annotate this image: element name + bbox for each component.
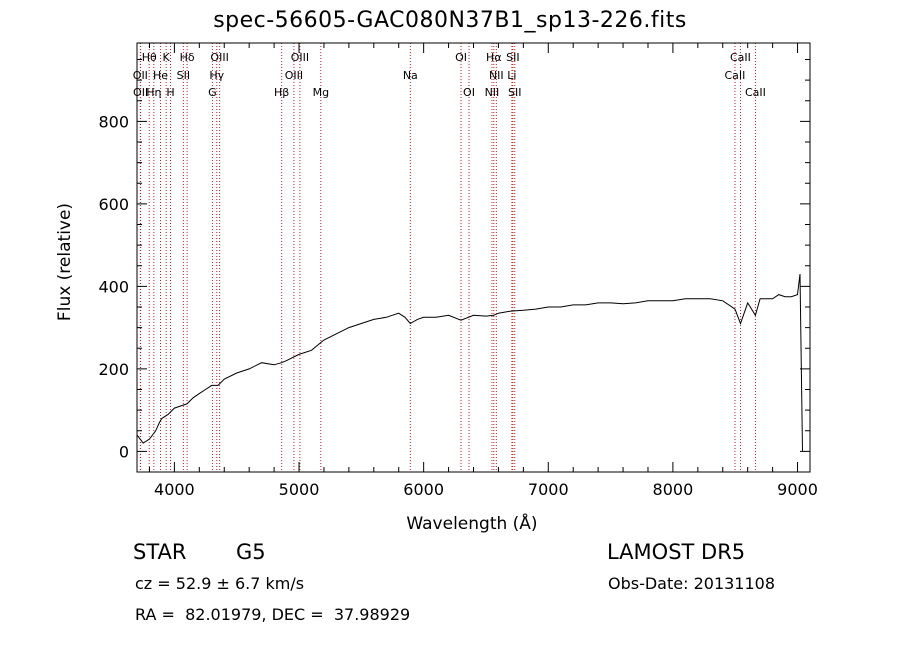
y-tick-label-2: 400	[98, 277, 129, 296]
line-label-21: NII	[489, 69, 504, 82]
survey-name: LAMOST DR5	[607, 540, 746, 564]
redshift-readout: cz = 52.9 ± 6.7 km/s	[135, 574, 305, 593]
line-label-13: OIII	[285, 69, 303, 82]
object-subclass: G5	[236, 540, 266, 564]
y-tick-label-0: 0	[119, 442, 129, 461]
line-label-16: Na	[403, 69, 418, 82]
x-tick-label-1: 5000	[279, 480, 320, 499]
line-label-11: G	[208, 86, 217, 99]
line-label-23: NII	[485, 86, 500, 99]
line-label-17: OI	[455, 51, 467, 64]
line-label-24: SII	[508, 86, 521, 99]
line-label-7: Hδ	[180, 51, 195, 64]
line-label-26: CaII	[725, 69, 746, 82]
y-axis-label: Flux (relative)	[55, 203, 75, 321]
line-label-6: H	[166, 86, 174, 99]
line-label-10: Hγ	[209, 69, 224, 82]
chart-title: spec-56605-GAC080N37B1_sp13-226.fits	[213, 8, 687, 33]
line-label-1: OII	[133, 69, 148, 82]
line-label-3: Hη	[146, 86, 161, 99]
y-tick-label-4: 800	[98, 112, 129, 131]
line-label-0: Hθ	[142, 51, 157, 64]
flux-series-line	[136, 273, 803, 452]
coordinates-readout: RA = 82.01979, DEC = 37.98929	[135, 605, 411, 624]
object-class: STAR	[133, 540, 187, 564]
y-tick-label-1: 200	[98, 360, 129, 379]
line-label-2: OII	[133, 86, 148, 99]
x-tick-label-0: 4000	[154, 480, 195, 499]
x-tick-label-5: 9000	[777, 480, 818, 499]
line-label-19: Hα	[486, 51, 502, 64]
line-marker-layer	[139, 43, 756, 472]
line-label-5: He	[153, 69, 168, 82]
line-label-18: OI	[463, 86, 475, 99]
y-tick-label-3: 600	[98, 195, 129, 214]
line-label-20: SII	[506, 51, 519, 64]
tick-layer: 4000 5000 6000 7000 8000 9000 0 200 400 600 800	[98, 43, 818, 499]
x-tick-label-4: 8000	[653, 480, 694, 499]
plot-frame	[136, 42, 811, 473]
line-label-4: K	[163, 51, 171, 64]
obs-date: Obs-Date: 20131108	[608, 574, 776, 593]
line-label-9: OIII	[210, 51, 228, 64]
line-label-12: OIII	[291, 51, 309, 64]
x-axis-label: Wavelength (Å)	[406, 512, 537, 534]
line-label-8: SII	[177, 69, 190, 82]
line-label-14: Hβ	[274, 86, 289, 99]
x-tick-label-2: 6000	[403, 480, 444, 499]
line-label-22: Li	[507, 69, 516, 82]
series-layer	[136, 273, 803, 452]
line-label-27: CaII	[745, 86, 766, 99]
x-tick-label-3: 7000	[528, 480, 569, 499]
line-label-15: Mg	[313, 86, 329, 99]
line-label-25: CaII	[730, 51, 751, 64]
